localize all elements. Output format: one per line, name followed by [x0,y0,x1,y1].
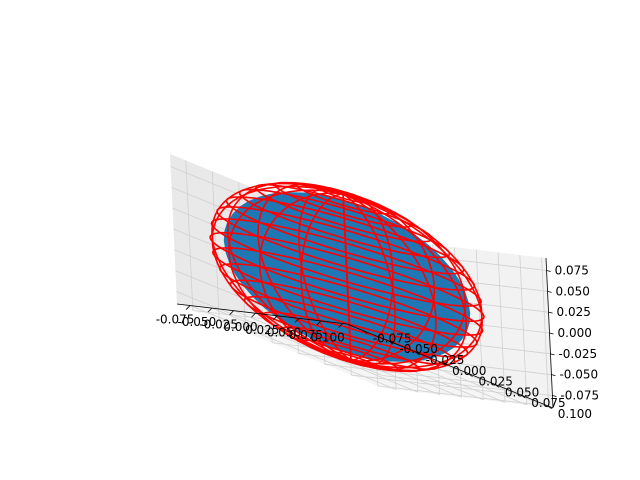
y-tick [494,383,500,388]
x-tick [207,307,213,313]
x-tick [272,315,278,321]
x-tick-label: -0.025 [199,318,238,332]
z-tick-label: 0.050 [556,284,590,298]
y-tick [441,362,447,367]
wireframe-meridian [227,181,352,362]
wireframe-meridian [257,183,352,362]
x-axis-line [176,303,348,325]
y-tick-label: 0.050 [505,385,539,399]
grid-line [211,307,419,393]
wireframe-meridian [343,192,394,362]
sphere-wireframe [209,181,485,373]
wireframe-meridian [342,191,352,361]
x-tick [251,312,256,318]
grid-line [351,374,522,396]
z-tick [549,332,554,335]
grid-line [382,375,553,396]
x-tick [185,305,191,310]
y-tick-label: 0.025 [478,375,512,389]
wireframe-meridian [298,186,352,361]
y-tick [547,405,552,410]
x-tick-label: -0.050 [178,315,217,329]
y-tick [389,340,394,345]
z-tick-label: -0.025 [558,347,597,361]
z-tick [552,395,557,397]
x-axis: -0.075-0.050-0.0250.0000.0250.0500.0750.… [156,303,348,344]
x-tick-label: 0.050 [267,325,301,339]
grid-line [324,363,495,385]
z-tick-label: -0.050 [559,368,598,382]
y-tick-label: -0.025 [426,353,465,367]
x-tick-label: 0.075 [289,328,323,342]
wireframe-meridian [342,193,396,368]
z-tick [550,353,555,356]
y-tick [521,394,526,399]
y-tick [415,351,420,356]
x-tick-label: -0.075 [156,313,195,327]
y-tick-label: 0.100 [558,407,592,421]
x-tick [316,320,322,326]
z-tick-label: 0.025 [557,305,591,319]
x-tick [229,310,234,315]
x-tick [338,323,343,328]
x-tick-label: 0.025 [245,323,279,337]
grid-line [377,385,548,407]
y-axis: -0.075-0.050-0.0250.0000.0250.0500.0750.… [346,323,592,421]
y-tick [362,330,368,334]
x-tick-label: 0.000 [223,320,257,334]
y-tick-label: 0.075 [531,396,565,410]
y-tick-label: -0.050 [399,342,438,356]
z-tick-label: 0.000 [558,326,592,340]
z-tick [547,290,552,293]
y-tick-label: -0.075 [373,331,412,345]
x-tick-label: 0.100 [310,330,344,344]
grid-line [189,305,397,390]
z-tick-label: 0.075 [555,264,589,278]
x-tick [294,318,300,323]
z-axis: -0.075 -0.050 -0.025 0.000 0.025 0.050 0.075 [545,257,599,409]
z-tick [551,374,556,377]
z-tick [548,311,553,314]
y-tick [468,373,473,377]
wireframe-meridian [342,192,468,373]
y-tick-label: 0.000 [452,364,486,378]
wireframe-meridian [342,192,437,371]
z-tick-label: -0.075 [560,389,599,403]
y-axis-line [346,323,554,409]
z-tick [546,270,551,272]
